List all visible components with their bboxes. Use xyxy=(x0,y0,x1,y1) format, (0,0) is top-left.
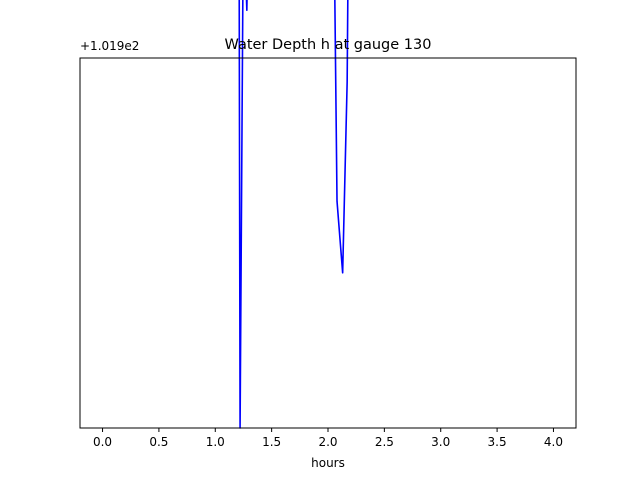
x-tick-label: 2.5 xyxy=(375,435,394,449)
x-tick-label: 0.0 xyxy=(93,435,112,449)
chart-title: Water Depth h at gauge 130 xyxy=(225,37,432,53)
x-tick-label: 3.0 xyxy=(431,435,450,449)
x-tick-label: 1.5 xyxy=(262,435,281,449)
x-axis-label: hours xyxy=(311,456,345,470)
x-tick-label: 3.5 xyxy=(488,435,507,449)
y-offset-label: +1.019e2 xyxy=(80,39,139,53)
x-tick-label: 0.5 xyxy=(149,435,168,449)
x-axis: 0.0 0.5 1.0 1.5 2.0 2.5 3.0 3.5 4.0 xyxy=(93,428,563,449)
x-tick-label: 2.0 xyxy=(318,435,337,449)
x-tick-label: 4.0 xyxy=(544,435,563,449)
x-tick-label: 1.0 xyxy=(206,435,225,449)
